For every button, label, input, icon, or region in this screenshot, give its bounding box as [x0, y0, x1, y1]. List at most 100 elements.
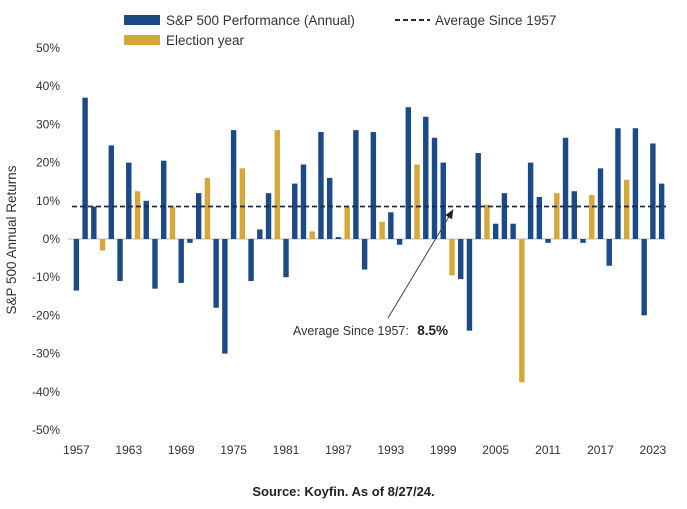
bar-performance: [126, 162, 132, 239]
bar-performance: [440, 162, 446, 239]
bar-performance: [108, 145, 115, 239]
legend-label-performance: S&P 500 Performance (Annual): [166, 13, 355, 28]
bar-performance: [466, 239, 473, 331]
bar-performance: [152, 239, 158, 289]
bar-election-year: [449, 239, 455, 276]
bar-performance: [536, 196, 543, 239]
bar-performance: [501, 193, 508, 239]
x-tick-label: 1963: [115, 443, 142, 457]
annotation-arrow: [387, 209, 454, 319]
bar-election-year: [239, 168, 246, 239]
bars: [73, 97, 665, 383]
bar-performance: [580, 239, 586, 243]
legend-label-average: Average Since 1957: [435, 13, 556, 28]
bar-performance: [230, 130, 237, 239]
bar-performance: [283, 239, 289, 278]
x-tick-label: 1969: [168, 443, 195, 457]
legend: S&P 500 Performance (Annual) Average Sin…: [124, 13, 556, 48]
y-axis-ticks: -50% -40% -30% -20% -10% 0% 10% 20% 30% 40% 50%: [32, 41, 60, 437]
y-axis-title: S&P 500 Annual Returns: [4, 165, 19, 314]
bar-performance: [510, 223, 516, 239]
bar-performance: [187, 239, 193, 243]
bar-performance: [292, 183, 298, 239]
annotation-prefix: Average Since 1957:: [293, 324, 409, 338]
bar-performance: [91, 206, 97, 239]
bar-election-year: [344, 206, 350, 239]
bar-election-year: [309, 231, 315, 239]
x-tick-label: 1981: [273, 443, 300, 457]
y-tick-label: 50%: [36, 41, 60, 55]
annotation-label: Average Since 1957: 8.5%: [293, 322, 448, 339]
y-tick-label: 10%: [36, 194, 60, 208]
bar-performance: [606, 239, 612, 266]
bar-election-year: [169, 206, 176, 239]
bar-performance: [335, 237, 342, 239]
bar-performance: [161, 160, 167, 239]
bar-performance: [73, 239, 80, 291]
bar-performance: [370, 132, 377, 239]
x-tick-label: 2011: [535, 443, 561, 457]
bar-performance: [658, 183, 665, 239]
bar-performance: [361, 239, 368, 270]
bar-chart: S&P 500 Performance (Annual) Average Sin…: [4, 13, 667, 457]
x-tick-label: 1987: [325, 443, 352, 457]
bar-performance: [326, 177, 333, 239]
bar-performance: [545, 239, 551, 243]
bar-performance: [527, 162, 534, 239]
y-tick-label: -20%: [32, 308, 60, 322]
bar-performance: [492, 223, 499, 239]
y-tick-label: 40%: [36, 79, 60, 93]
bar-performance: [632, 128, 639, 239]
bar-performance: [475, 153, 481, 239]
bar-performance: [257, 229, 263, 239]
bar-performance: [248, 239, 254, 282]
bar-performance: [405, 107, 412, 240]
bar-election-year: [623, 179, 630, 239]
y-tick-label: -30%: [32, 347, 60, 361]
annotation-arrowhead: [445, 209, 454, 220]
x-tick-label: 2017: [587, 443, 614, 457]
bar-performance: [423, 116, 429, 239]
bar-performance: [178, 239, 184, 283]
bar-performance: [615, 128, 621, 239]
bar-performance: [117, 239, 123, 282]
bar-election-year: [554, 193, 560, 239]
x-tick-label: 1957: [63, 443, 90, 457]
source-note: Source: Koyfin. As of 8/27/24.: [252, 484, 435, 499]
y-tick-label: 0%: [43, 232, 61, 246]
bar-election-year: [99, 239, 106, 251]
bar-election-year: [379, 221, 385, 239]
bar-performance: [318, 132, 324, 239]
bar-performance: [265, 193, 272, 239]
y-tick-label: 20%: [36, 156, 60, 170]
y-tick-label: -40%: [32, 385, 60, 399]
bar-performance: [82, 97, 88, 239]
legend-swatch-election: [124, 35, 160, 45]
bar-performance: [353, 130, 359, 239]
bar-election-year: [414, 164, 420, 239]
bar-performance: [388, 212, 394, 239]
y-tick-label: -10%: [32, 270, 60, 284]
bar-election-year: [274, 130, 280, 239]
x-tick-label: 1993: [377, 443, 404, 457]
average-annotation: Average Since 1957: 8.5%: [293, 209, 454, 339]
y-tick-label: -50%: [32, 423, 60, 437]
bar-performance: [571, 191, 577, 239]
x-tick-label: 1999: [430, 443, 457, 457]
bar-performance: [396, 239, 403, 245]
bar-performance: [213, 239, 219, 308]
legend-label-election: Election year: [166, 33, 245, 48]
x-tick-label: 2005: [482, 443, 509, 457]
bar-performance: [458, 239, 464, 280]
bar-performance: [597, 168, 604, 239]
x-tick-label: 2023: [640, 443, 667, 457]
x-axis-ticks: 1957 1963 1969 1975 1981 1987 1993 1999 2005 2011…: [63, 443, 667, 457]
bar-performance: [143, 200, 149, 239]
bar-election-year: [589, 195, 595, 239]
x-tick-label: 1975: [220, 443, 247, 457]
bar-performance: [650, 143, 656, 239]
bar-performance: [431, 137, 438, 239]
bar-election-year: [484, 204, 490, 239]
annotation-value: 8.5%: [417, 323, 448, 338]
legend-swatch-performance: [124, 15, 160, 25]
